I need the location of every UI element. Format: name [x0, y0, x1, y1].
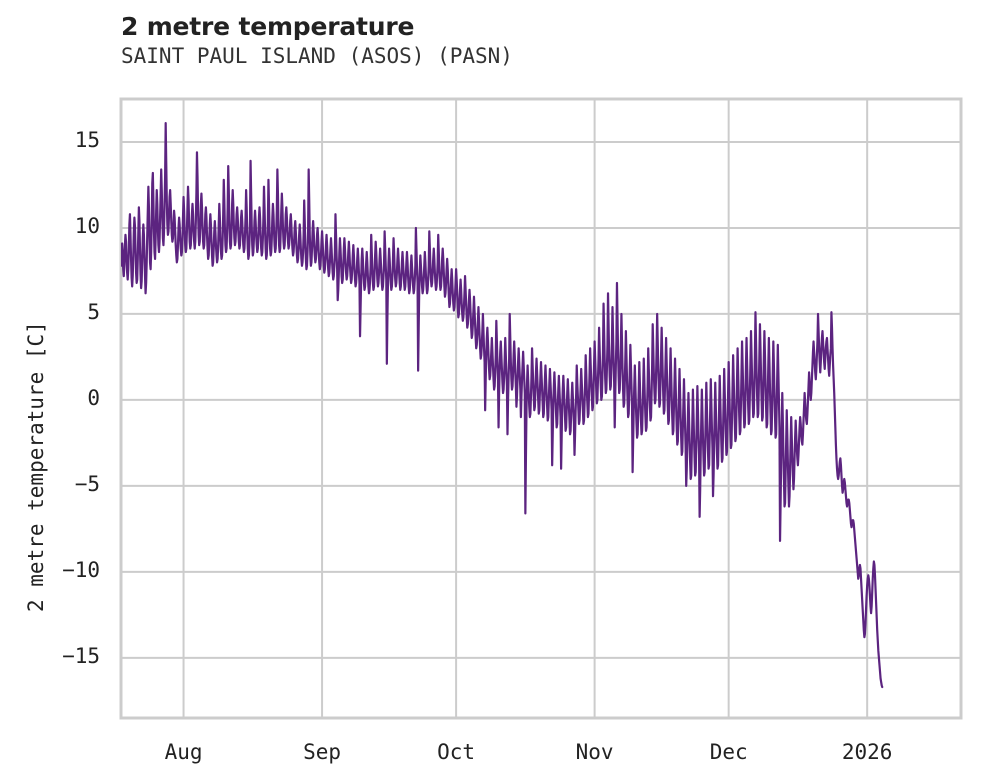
y-tick-label: 15	[74, 127, 100, 152]
x-tick-label: Dec	[709, 740, 748, 764]
x-tick-label: 2026	[841, 740, 893, 764]
plot-frame	[119, 97, 963, 720]
y-tick-label: −15	[62, 643, 100, 668]
chart-header: 2 metre temperature SAINT PAUL ISLAND (A…	[121, 12, 513, 70]
y-tick-label: 5	[87, 299, 100, 324]
x-tick-label: Sep	[303, 740, 342, 764]
x-tick-label: Aug	[164, 740, 203, 764]
page-title: 2 metre temperature	[121, 12, 415, 41]
y-tick-label: −5	[74, 471, 100, 496]
data-series-layer	[121, 121, 884, 689]
x-tick-label: Oct	[437, 740, 476, 764]
x-tick-label: Nov	[575, 740, 614, 764]
data-series-line	[121, 121, 884, 689]
y-tick-label: 10	[74, 213, 100, 238]
y-tick-label: −10	[62, 557, 100, 582]
y-tick-label: 0	[87, 385, 100, 410]
chart-subtitle: SAINT PAUL ISLAND (ASOS) (PASN)	[121, 44, 513, 68]
